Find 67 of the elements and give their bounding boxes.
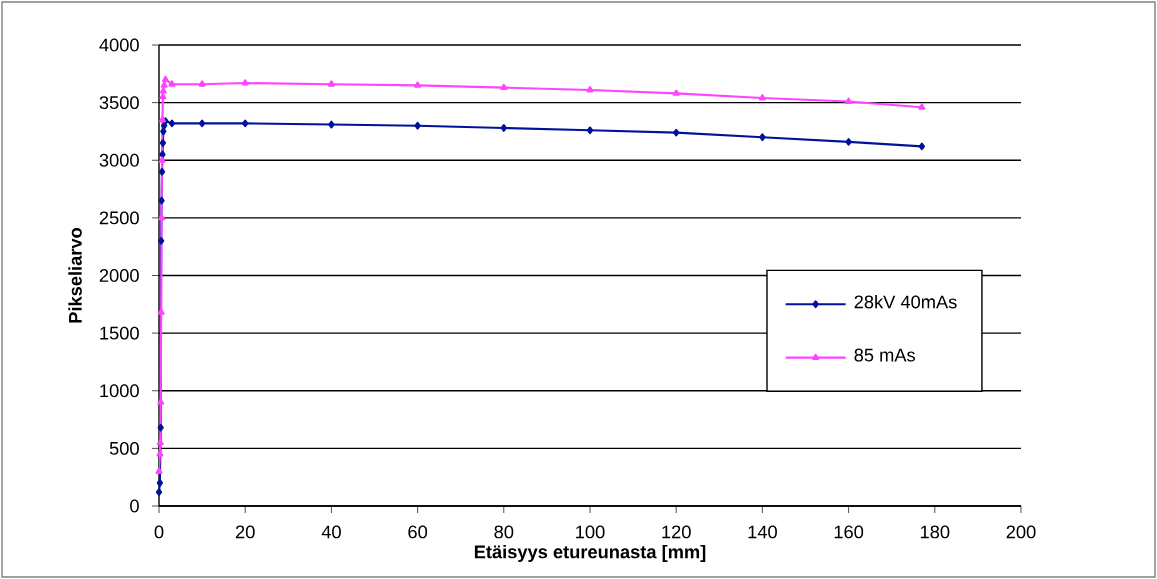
point xyxy=(161,75,169,83)
x-tick-label: 200 xyxy=(1006,525,1036,539)
y-tick-label: 1500 xyxy=(100,326,139,340)
point xyxy=(500,124,507,132)
point xyxy=(198,119,206,128)
point xyxy=(586,126,594,135)
x-tick-label: 0 xyxy=(154,525,164,539)
point xyxy=(159,87,167,94)
point xyxy=(327,80,335,87)
legend-label: 28kV 40mAs xyxy=(854,294,957,309)
point xyxy=(242,119,249,128)
x-tick-label: 20 xyxy=(235,525,255,539)
y-tick-label: 500 xyxy=(109,441,139,455)
legend-label: 85 mAs xyxy=(854,348,915,362)
x-tick-label: 100 xyxy=(576,525,605,539)
point xyxy=(918,103,926,110)
point xyxy=(586,86,594,93)
point xyxy=(158,196,165,205)
point xyxy=(241,79,249,86)
point xyxy=(160,127,167,136)
point xyxy=(414,81,422,88)
x-tick-label: 120 xyxy=(662,525,691,539)
point xyxy=(158,237,165,245)
point xyxy=(918,142,926,151)
point xyxy=(155,467,163,474)
point xyxy=(845,137,852,146)
point xyxy=(157,423,164,432)
point xyxy=(168,80,176,87)
point xyxy=(168,119,176,128)
y-tick-label: 2000 xyxy=(99,269,139,282)
y-tick-label: 3000 xyxy=(99,153,139,167)
point xyxy=(156,438,164,446)
point xyxy=(328,120,335,129)
x-tick-label: 140 xyxy=(748,525,777,539)
point xyxy=(160,81,168,88)
point xyxy=(157,308,165,315)
point xyxy=(672,89,680,96)
point xyxy=(759,133,766,142)
point xyxy=(845,97,853,104)
point xyxy=(156,479,164,487)
point xyxy=(158,156,166,163)
point xyxy=(159,150,166,159)
point xyxy=(758,94,766,101)
point xyxy=(158,116,166,123)
point xyxy=(414,121,421,130)
y-tick-label: 4000 xyxy=(99,38,139,52)
y-tick-label: 1000 xyxy=(100,384,139,398)
x-tick-label: 160 xyxy=(834,525,864,539)
x-tick-label: 80 xyxy=(494,525,514,539)
point xyxy=(155,488,163,497)
point xyxy=(158,167,166,176)
y-tick-label: 0 xyxy=(130,499,139,513)
point xyxy=(198,80,206,87)
x-tick-label: 180 xyxy=(920,525,950,539)
y-axis-title: Pikseliarvo xyxy=(68,227,82,323)
point xyxy=(500,83,508,91)
y-tick-label: 3500 xyxy=(99,96,139,110)
point xyxy=(158,214,166,221)
point xyxy=(673,128,680,137)
point xyxy=(157,398,165,405)
x-tick-label: 60 xyxy=(408,525,428,539)
x-tick-label: 40 xyxy=(321,525,341,539)
x-axis-title: Etäisyys etureunasta [mm] xyxy=(474,544,706,562)
y-tick-label: 2500 xyxy=(99,211,139,225)
point xyxy=(156,450,164,457)
point xyxy=(159,139,167,147)
point xyxy=(159,93,167,100)
